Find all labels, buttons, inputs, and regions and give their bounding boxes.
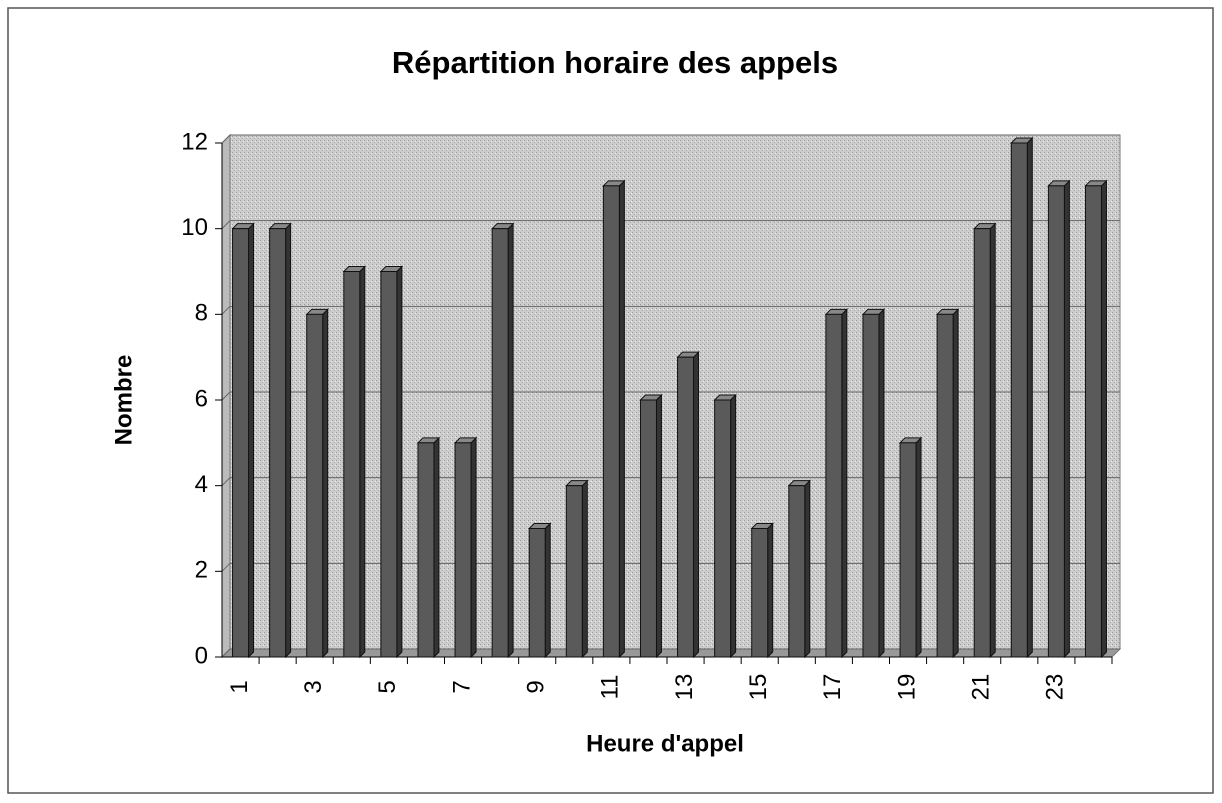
x-tick-label: 23	[1042, 674, 1069, 701]
x-tick-label: 21	[968, 674, 995, 701]
x-tick-label: 19	[893, 674, 920, 701]
bar-side	[359, 265, 366, 659]
bar-side	[1100, 179, 1107, 659]
bar	[936, 313, 954, 658]
bar-side	[433, 436, 440, 659]
bar-side	[1026, 136, 1033, 659]
y-axis-label: Nombre	[110, 355, 137, 446]
bar	[528, 528, 546, 658]
chart-title: Répartition horaire des appels	[392, 45, 838, 80]
bar-side	[248, 222, 255, 659]
bar-side	[841, 308, 848, 659]
x-tick-label: 13	[671, 674, 698, 701]
bar	[788, 485, 806, 658]
y-tick-label: 2	[195, 557, 208, 584]
bar-side	[693, 350, 700, 659]
x-tick-label: 15	[745, 674, 772, 701]
bar	[862, 313, 880, 658]
x-tick-label: 1	[226, 680, 253, 693]
y-tick-label: 12	[181, 128, 208, 155]
bar	[677, 356, 695, 658]
bar	[306, 313, 324, 658]
bar	[269, 228, 287, 658]
y-tick-label: 4	[195, 471, 208, 498]
y-tick-label: 0	[195, 642, 208, 669]
bar-side	[915, 436, 922, 659]
grid-line	[221, 220, 1120, 230]
bar-side	[581, 479, 588, 659]
bar-side	[767, 522, 774, 659]
bar-side	[655, 393, 662, 659]
grid-line	[221, 477, 1120, 487]
bar	[639, 399, 657, 658]
bar-side	[730, 393, 737, 659]
bar-side	[544, 522, 551, 659]
bar	[1010, 142, 1028, 658]
bar	[973, 228, 991, 658]
bar-side	[470, 436, 477, 659]
x-tick-label: 5	[374, 680, 401, 693]
bar	[232, 228, 250, 658]
grid-line	[221, 648, 1120, 658]
grid-line	[221, 305, 1120, 315]
bar	[417, 442, 435, 658]
x-axis-label: Heure d'appel	[586, 730, 744, 757]
y-tick-label: 10	[181, 214, 208, 241]
bar-side	[285, 222, 292, 659]
y-tick-label: 6	[195, 385, 208, 412]
bar-side	[952, 308, 959, 659]
grid-line	[221, 134, 1120, 144]
bar-side	[322, 308, 329, 659]
bar	[714, 399, 732, 658]
bar	[899, 442, 917, 658]
bar-side	[507, 222, 514, 659]
bar-side	[804, 479, 811, 659]
bar-side	[1063, 179, 1070, 659]
bar	[1084, 185, 1102, 658]
x-tick-label: 3	[300, 680, 327, 693]
bar-side	[396, 265, 403, 659]
bar	[751, 528, 769, 658]
y-tick-label: 8	[195, 300, 208, 327]
bar-side	[878, 308, 885, 659]
x-tick-label: 7	[448, 680, 475, 693]
x-tick-label: 9	[523, 680, 550, 693]
bar	[565, 485, 583, 658]
bar	[454, 442, 472, 658]
bar	[491, 228, 509, 658]
bar-side	[989, 222, 996, 659]
bar	[602, 185, 620, 658]
grid-line	[221, 562, 1120, 572]
x-tick-label: 11	[597, 675, 624, 700]
grid-line	[221, 391, 1120, 401]
bar	[825, 313, 843, 658]
bar	[380, 271, 398, 658]
x-tick-label: 17	[819, 674, 846, 701]
bar	[343, 271, 361, 658]
bar	[1047, 185, 1065, 658]
bar-side	[618, 179, 625, 659]
